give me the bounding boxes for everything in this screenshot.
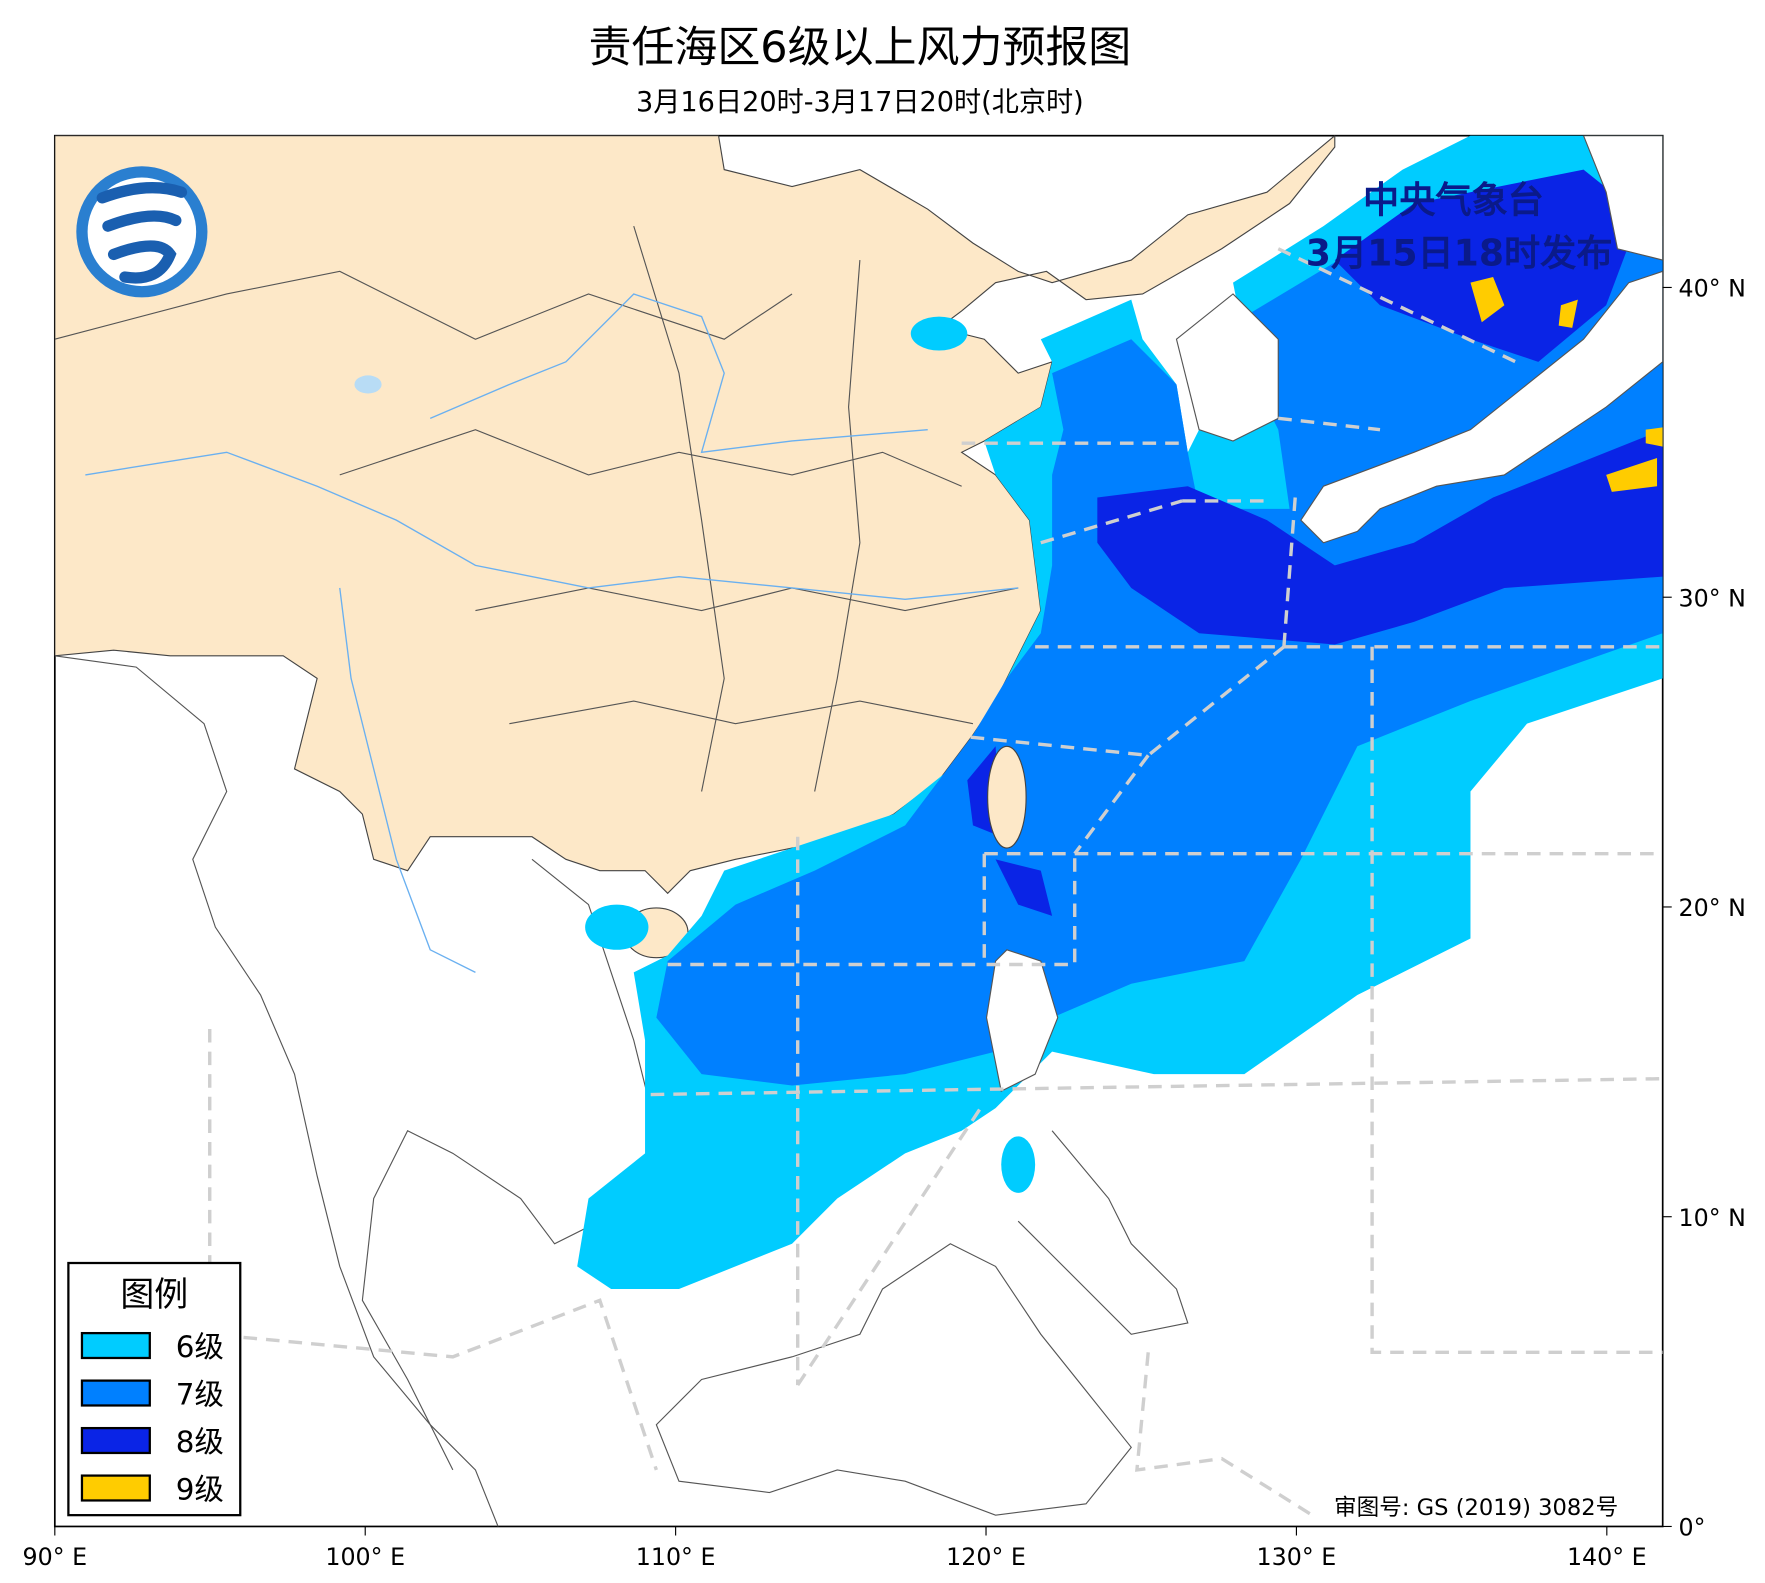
y-tick-label: 20° N <box>1679 894 1746 922</box>
legend-swatch <box>80 1474 151 1502</box>
legend: 图例 6级 7级 8级 9级 <box>67 1261 242 1517</box>
island-outline <box>655 1243 1132 1516</box>
y-tick-label: 0° <box>1679 1514 1706 1542</box>
issue-time: 3月15日18时发布 <box>1306 232 1613 275</box>
land-outline <box>54 655 499 1527</box>
legend-label: 6级 <box>176 1330 224 1364</box>
wind-area <box>656 226 1663 1086</box>
approval-number: 审图号: GS (2019) 3082号 <box>1334 1495 1618 1521</box>
x-tick-label: 100° E <box>325 1543 405 1571</box>
x-tick-label: 130° E <box>1257 1543 1337 1571</box>
legend-label: 7级 <box>176 1377 224 1411</box>
y-tick-label: 40° N <box>1679 275 1746 303</box>
logo <box>76 166 208 298</box>
korea <box>1175 293 1279 442</box>
x-tick-label: 110° E <box>636 1543 716 1571</box>
x-tick-label: 90° E <box>23 1543 88 1571</box>
sea-area-boundary <box>208 247 1663 1517</box>
logo-mark <box>96 182 188 284</box>
legend-title: 图例 <box>120 1275 188 1314</box>
taiwan <box>987 745 1027 849</box>
legend-swatch <box>80 1331 151 1360</box>
legend-swatch <box>80 1379 151 1407</box>
x-tick-label: 140° E <box>1567 1543 1647 1571</box>
wind-area <box>1001 1136 1036 1193</box>
wind-area <box>585 904 649 950</box>
legend-label: 8级 <box>176 1425 224 1459</box>
province-border <box>54 225 1019 792</box>
land-outline <box>1017 1130 1189 1335</box>
y-tick-label: 10° N <box>1679 1204 1746 1232</box>
hokkaido <box>1582 135 1663 261</box>
y-tick-label: 30° N <box>1679 584 1746 612</box>
legend-label: 9级 <box>176 1472 224 1506</box>
x-tick-label: 120° E <box>946 1543 1026 1571</box>
luzon <box>985 949 1059 1092</box>
lake <box>354 375 382 394</box>
land-outline <box>361 858 652 1471</box>
legend-swatch <box>80 1426 151 1455</box>
river <box>85 293 1019 974</box>
wind-area <box>910 316 968 351</box>
wind-area <box>1097 429 1663 645</box>
map <box>53 134 1664 1528</box>
title: 责任海区6级以上风力预报图 <box>589 23 1132 73</box>
subtitle: 3月16日20时-3月17日20时(北京时) <box>636 87 1084 118</box>
japan <box>1300 270 1663 544</box>
wind-area <box>1470 277 1663 492</box>
issuer: 中央气象台 <box>1363 179 1544 222</box>
